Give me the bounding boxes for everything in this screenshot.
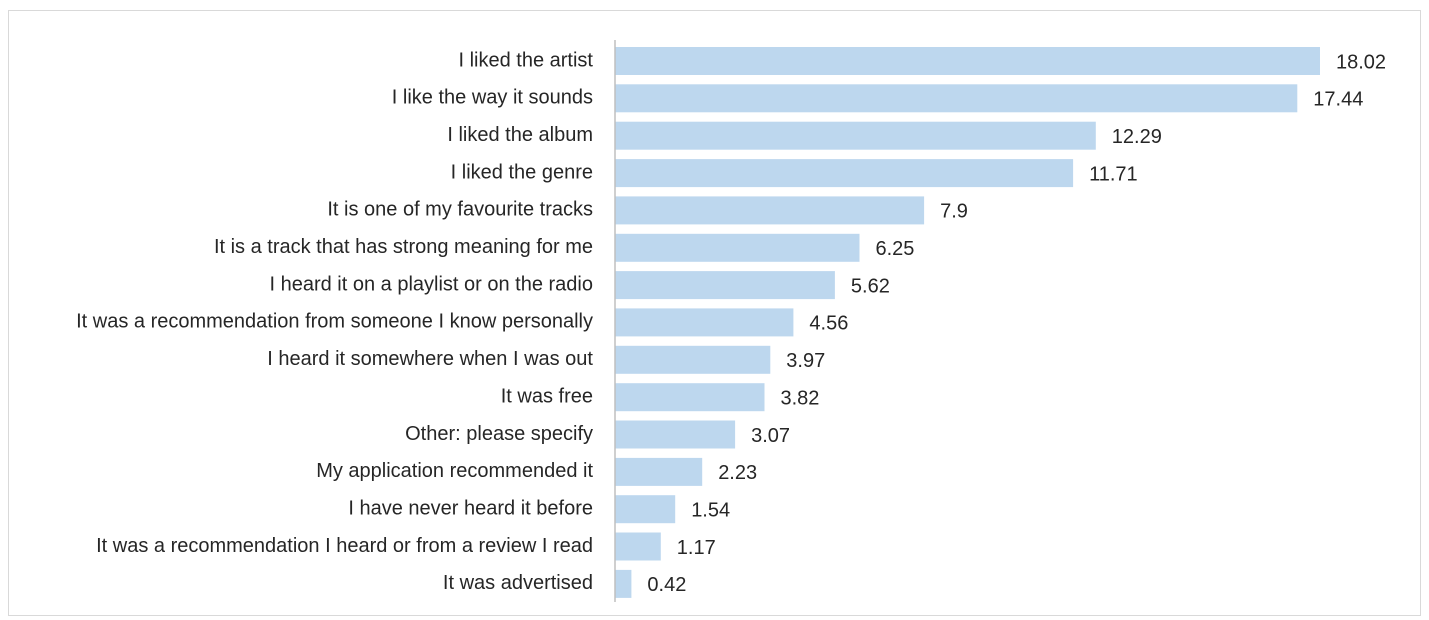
bar-0 bbox=[615, 47, 1320, 75]
bar-11 bbox=[615, 457, 703, 486]
value-label-6: 5.62 bbox=[851, 275, 890, 297]
value-label-10: 3.07 bbox=[751, 425, 790, 447]
category-label-14: It was advertised bbox=[443, 572, 593, 594]
value-label-2: 12.29 bbox=[1112, 126, 1162, 148]
value-label-3: 11.71 bbox=[1089, 163, 1138, 185]
bar-13 bbox=[615, 532, 661, 561]
category-label-3: I liked the genre bbox=[451, 161, 593, 183]
category-label-0: I liked the artist bbox=[458, 49, 593, 71]
category-label-9: It was free bbox=[501, 385, 593, 407]
bar-2 bbox=[615, 121, 1096, 150]
value-label-14: 0.42 bbox=[647, 574, 686, 596]
category-label-11: My application recommended it bbox=[316, 460, 593, 482]
category-label-12: I have never heard it before bbox=[348, 497, 593, 519]
bar-3 bbox=[615, 159, 1074, 188]
category-label-2: I liked the album bbox=[447, 124, 593, 146]
category-label-4: It is one of my favourite tracks bbox=[327, 199, 593, 221]
bar-12 bbox=[615, 495, 676, 524]
category-label-10: Other: please specify bbox=[405, 423, 593, 445]
category-label-7: It was a recommendation from someone I k… bbox=[76, 311, 593, 333]
bar-7 bbox=[615, 308, 794, 337]
value-label-11: 2.23 bbox=[718, 462, 757, 484]
bar-5 bbox=[615, 233, 860, 262]
value-label-5: 6.25 bbox=[876, 238, 915, 260]
bar-8 bbox=[615, 345, 771, 374]
value-label-7: 4.56 bbox=[809, 313, 848, 335]
bar-4 bbox=[615, 196, 925, 225]
value-label-1: 17.44 bbox=[1313, 89, 1363, 111]
value-label-12: 1.54 bbox=[691, 499, 730, 521]
category-label-6: I heard it on a playlist or on the radio bbox=[269, 273, 593, 295]
category-label-8: I heard it somewhere when I was out bbox=[267, 348, 593, 370]
bar-9 bbox=[615, 383, 765, 412]
value-label-4: 7.9 bbox=[940, 201, 968, 223]
value-labels-group: 18.02 17.44 12.29 11.71 7.9 6.25 5.624.56 3.97 3… bbox=[647, 51, 1386, 596]
category-label-1: I like the way it sounds bbox=[392, 87, 593, 109]
category-label-5: It is a track that has strong meaning fo… bbox=[214, 236, 593, 258]
bar-10 bbox=[615, 420, 736, 449]
value-label-13: 1.17 bbox=[677, 537, 716, 559]
category-label-13: It was a recommendation I heard or from … bbox=[96, 535, 593, 557]
category-labels-group: I liked the artist I like the way it soun… bbox=[76, 49, 593, 594]
bar-1 bbox=[615, 84, 1298, 113]
bar-14 bbox=[615, 569, 632, 598]
value-label-0: 18.02 bbox=[1336, 51, 1386, 73]
value-label-9: 3.82 bbox=[781, 387, 820, 409]
bar-6 bbox=[615, 271, 835, 300]
bars-group bbox=[615, 47, 1320, 598]
value-label-8: 3.97 bbox=[786, 350, 825, 372]
